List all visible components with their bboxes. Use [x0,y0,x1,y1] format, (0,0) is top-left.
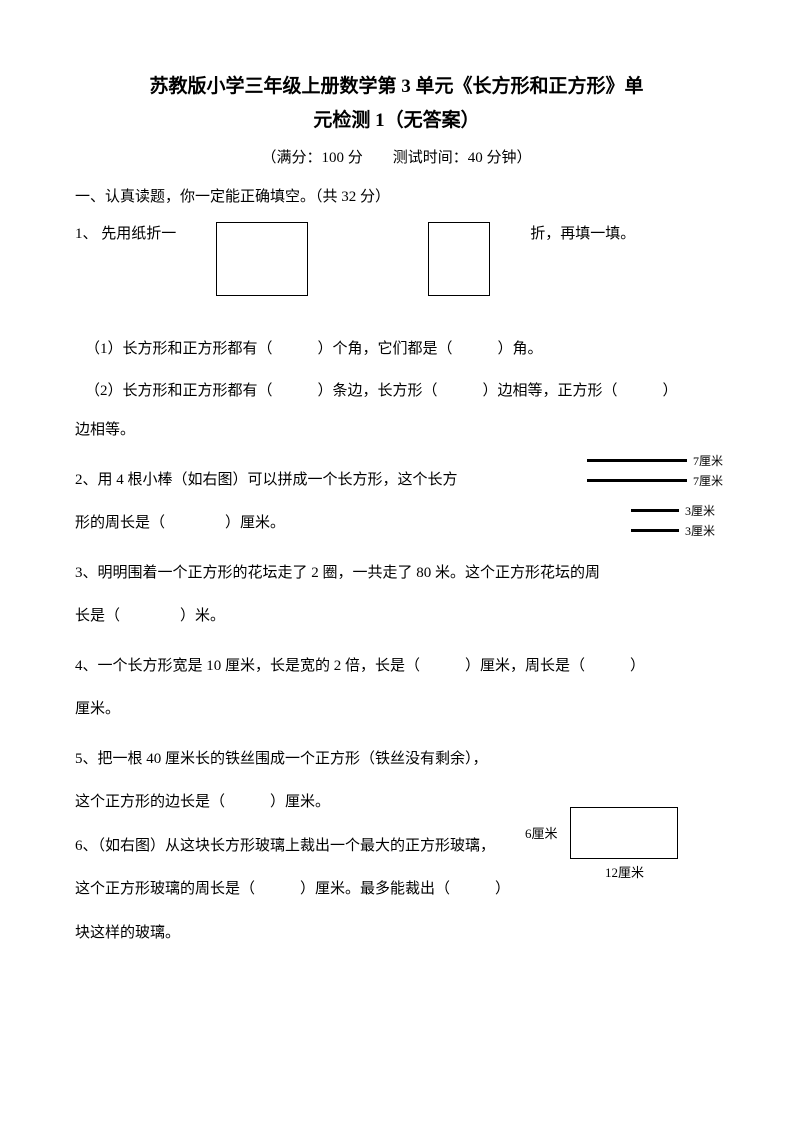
q6-rect-container: 6厘米 12厘米 [570,807,678,859]
q2-line2: 形的周长是（ ）厘米。 [75,505,565,543]
sticks-diagram: 7厘米 7厘米 3厘米 3厘米 [587,452,723,542]
q6-line1: 6、（如右图）从这块长方形玻璃上裁出一个最大的正方形玻璃， [75,828,565,866]
doc-title: 苏教版小学三年级上册数学第 3 单元《长方形和正方形》单 元检测 1（无答案） [75,70,718,138]
stick-3cm-1: 3厘米 [631,502,723,519]
stick-7cm-1: 7厘米 [587,452,723,469]
q3-line1: 3、明明围着一个正方形的花坛走了 2 圈，一共走了 80 米。这个正方形花坛的周 [75,555,718,593]
q6-rectangle [570,807,678,859]
q5-line2: 这个正方形的边长是（ ）厘米。 [75,784,565,822]
q6-line3: 块这样的玻璃。 [75,915,565,953]
q2-line1: 2、用 4 根小棒（如右图）可以拼成一个长方形，这个长方 [75,462,565,500]
q6-label-6cm: 6厘米 [525,823,558,842]
doc-subtitle: （满分：100 分 测试时间：40 分钟） [75,146,718,167]
q5-q6-container: 6厘米 12厘米 5、把一根 40 厘米长的铁丝围成一个正方形（铁丝没有剩余），… [75,741,718,953]
section-1-header: 一、认真读题，你一定能正确填空。（共 32 分） [75,185,718,206]
stick-3cm-2: 3厘米 [631,522,723,539]
q1-shapes-container [216,216,490,296]
question-1-row: 1、 先用纸折一 折，再填一填。 [75,216,718,296]
question-2-container: 7厘米 7厘米 3厘米 3厘米 2、用 4 根小棒（如右图）可以拼成一个长方形，… [75,462,718,543]
stick-7cm-2: 7厘米 [587,472,723,489]
q1-suffix: 折，再填一填。 [530,216,635,254]
square-shape [428,222,490,296]
q4-line1: 4、一个长方形宽是 10 厘米，长是宽的 2 倍，长是（ ）厘米，周长是（ ） [75,648,718,686]
rectangle-shape [216,222,308,296]
q5-line1: 5、把一根 40 厘米长的铁丝围成一个正方形（铁丝没有剩余）， [75,741,565,779]
q1-sub2: （2）长方形和正方形都有（ ）条边，长方形（ ）边相等，正方形（ ） [85,370,718,412]
q3-line2: 长是（ ）米。 [75,598,718,636]
q4-line2: 厘米。 [75,691,718,729]
title-line-1: 苏教版小学三年级上册数学第 3 单元《长方形和正方形》单 [149,76,643,97]
q1-sub1: （1）长方形和正方形都有（ ）个角，它们都是（ ）角。 [85,328,718,370]
q6-line2: 这个正方形玻璃的周长是（ ）厘米。最多能裁出（ ） [75,871,565,909]
q1-prefix: 1、 先用纸折一 [75,216,176,254]
q6-label-12cm: 12厘米 [605,862,644,881]
title-line-2: 元检测 1（无答案） [313,110,479,131]
q1-sub2-cont: 边相等。 [75,412,718,450]
